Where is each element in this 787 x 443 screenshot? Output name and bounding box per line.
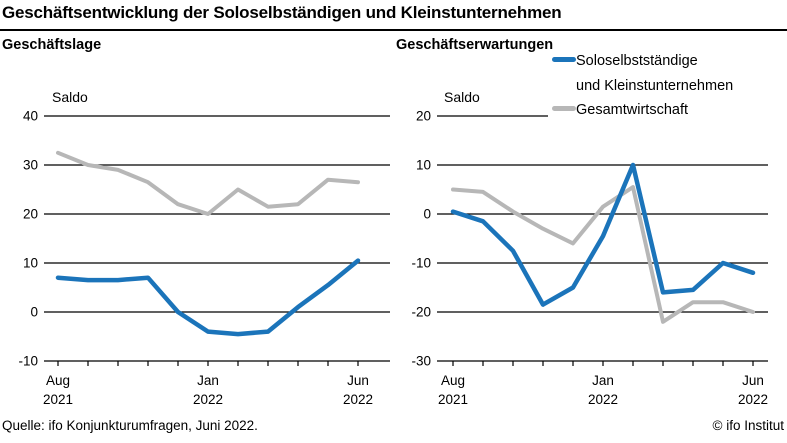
series-line-gesamtwirtschaft <box>451 185 755 324</box>
x-axis-month-label: Aug <box>441 373 465 388</box>
y-axis-tick-label: 10 <box>416 158 431 173</box>
x-axis-year-label: 2022 <box>193 392 223 407</box>
legend-item-soloselbststaendige: Soloselbstständige <box>548 49 787 74</box>
y-axis-tick-label: 10 <box>23 256 38 271</box>
legend-item-soloselbststaendige-line2: und Kleinstunternehmen <box>548 74 787 99</box>
x-axis-month-label: Jan <box>197 373 219 388</box>
chart-title-geschaeftserwartungen: Geschäftserwartungen <box>396 37 554 53</box>
x-axis-month-label: Jun <box>347 373 369 388</box>
series-line-soloselbststaendige <box>450 162 756 307</box>
x-axis-year-label: 2022 <box>738 392 768 407</box>
copyright-note: © ifo Institut <box>712 418 784 433</box>
y-axis-unit-label-left: Saldo <box>52 89 88 105</box>
y-axis-tick-label: -10 <box>18 354 38 369</box>
y-axis-tick-label: -20 <box>411 305 431 320</box>
x-axis-month-label: Aug <box>46 373 70 388</box>
legend: Soloselbstständige und Kleinstunternehme… <box>548 49 787 126</box>
x-axis-month-label: Jan <box>592 373 614 388</box>
legend-label-gesamtwirtschaft: Gesamtwirtschaft <box>576 102 688 118</box>
title-divider <box>0 29 787 31</box>
x-axis-year-label: 2021 <box>43 392 73 407</box>
legend-item-gesamtwirtschaft: Gesamtwirtschaft <box>548 98 787 123</box>
y-axis-tick-label: 40 <box>23 109 38 124</box>
legend-label-line1: Soloselbstständige <box>576 53 698 69</box>
chart-title-geschaeftslage: Geschäftslage <box>2 37 102 53</box>
x-axis-year-label: 2022 <box>588 392 618 407</box>
series-line-gesamtwirtschaft <box>56 150 360 216</box>
legend-swatch-gray-line <box>552 106 576 111</box>
page-title: Geschäftsentwicklung der Soloselbständig… <box>2 3 562 22</box>
y-axis-tick-label: 0 <box>30 305 38 320</box>
y-axis-tick-label: 20 <box>23 207 38 222</box>
x-axis-year-label: 2021 <box>438 392 468 407</box>
x-axis-year-label: 2022 <box>343 392 373 407</box>
source-note: Quelle: ifo Konjunkturumfragen, Juni 202… <box>2 418 258 433</box>
x-axis-month-label: Jun <box>742 373 764 388</box>
y-axis-tick-label: -30 <box>411 354 431 369</box>
legend-label-line2: und Kleinstunternehmen <box>576 77 734 94</box>
series-line-soloselbststaendige <box>55 258 361 337</box>
y-axis-tick-label: -10 <box>411 256 431 271</box>
y-axis-tick-label: 30 <box>23 158 38 173</box>
legend-swatch-blue-line <box>552 57 576 62</box>
y-axis-tick-label: 0 <box>423 207 431 222</box>
y-axis-unit-label-right: Saldo <box>444 89 480 105</box>
y-axis-tick-label: 20 <box>416 109 431 124</box>
